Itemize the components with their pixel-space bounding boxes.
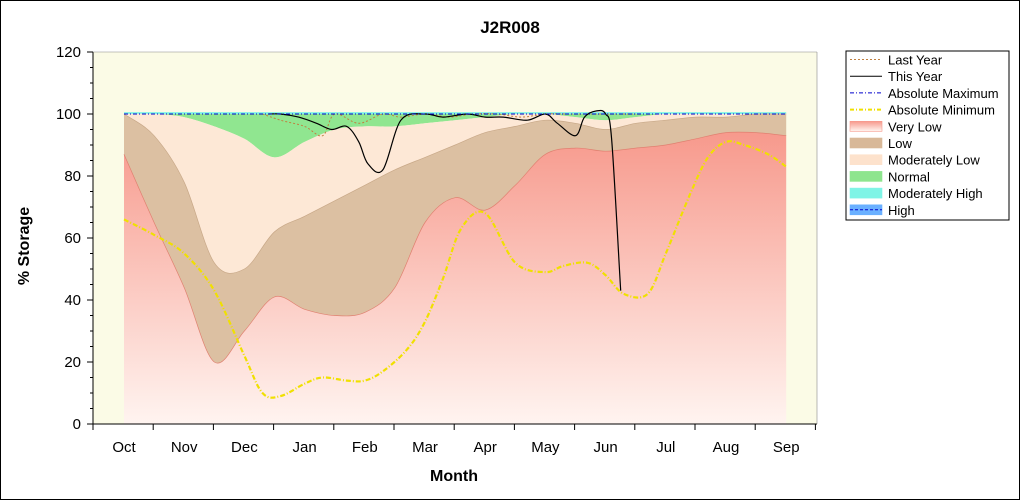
plot-area [93, 52, 817, 425]
y-tick-label: 100 [56, 106, 81, 123]
x-tick-label: Mar [412, 439, 438, 456]
legend-label: Absolute Minimum [888, 103, 995, 118]
normal-band [124, 113, 787, 158]
series-this-year [268, 109, 622, 291]
y-tick-label: 20 [64, 354, 81, 371]
y-axis-label: % Storage [16, 207, 33, 285]
legend-label: Normal [888, 169, 930, 184]
legend-swatch [849, 154, 883, 165]
series-absolute-minimum [123, 140, 787, 399]
legend-label: This Year [888, 69, 943, 84]
x-tick-label: Oct [112, 439, 136, 456]
x-tick-label: Sep [773, 439, 800, 456]
y-tick-label: 60 [64, 230, 81, 247]
very-low-band [124, 132, 787, 425]
chart-title: J2R008 [480, 18, 540, 37]
x-tick-label: Aug [713, 439, 740, 456]
legend-swatch [849, 171, 883, 182]
legend-swatch [849, 187, 883, 199]
legend-label: Moderately Low [888, 153, 980, 168]
x-tick-label: Jul [656, 439, 675, 456]
y-tick-label: 80 [64, 168, 81, 185]
x-tick-label: Feb [352, 439, 378, 456]
x-tick-label: Dec [231, 439, 258, 456]
legend-swatch [849, 137, 883, 149]
x-tick-label: Jun [594, 439, 618, 456]
legend-label: Low [888, 136, 912, 151]
moderately-low-band [124, 113, 787, 274]
x-axis-label: Month [430, 468, 478, 485]
y-tick-label: 40 [64, 292, 81, 309]
x-tick-label: Apr [474, 439, 497, 456]
legend-label: Moderately High [888, 186, 983, 201]
x-tick-label: Jan [293, 439, 317, 456]
legend-swatch [849, 121, 883, 132]
x-tick-label: May [531, 439, 560, 456]
very-low-band-edge [123, 131, 787, 364]
moderately-high-band [124, 112, 787, 114]
legend-label: High [888, 203, 915, 218]
legend-label: Last Year [888, 53, 943, 68]
legend-label: Absolute Maximum [888, 86, 999, 101]
x-tick-label: Nov [171, 439, 198, 456]
y-tick-label: 0 [73, 416, 81, 433]
legend-label: Very Low [888, 119, 942, 134]
low-band-edge [123, 113, 787, 274]
y-tick-label: 120 [56, 44, 81, 61]
axes: 0 20 40 60 80 100 120 Oct Nov Dec Jan Feb Mar Apr May J… [56, 44, 818, 456]
low-band [124, 113, 787, 364]
